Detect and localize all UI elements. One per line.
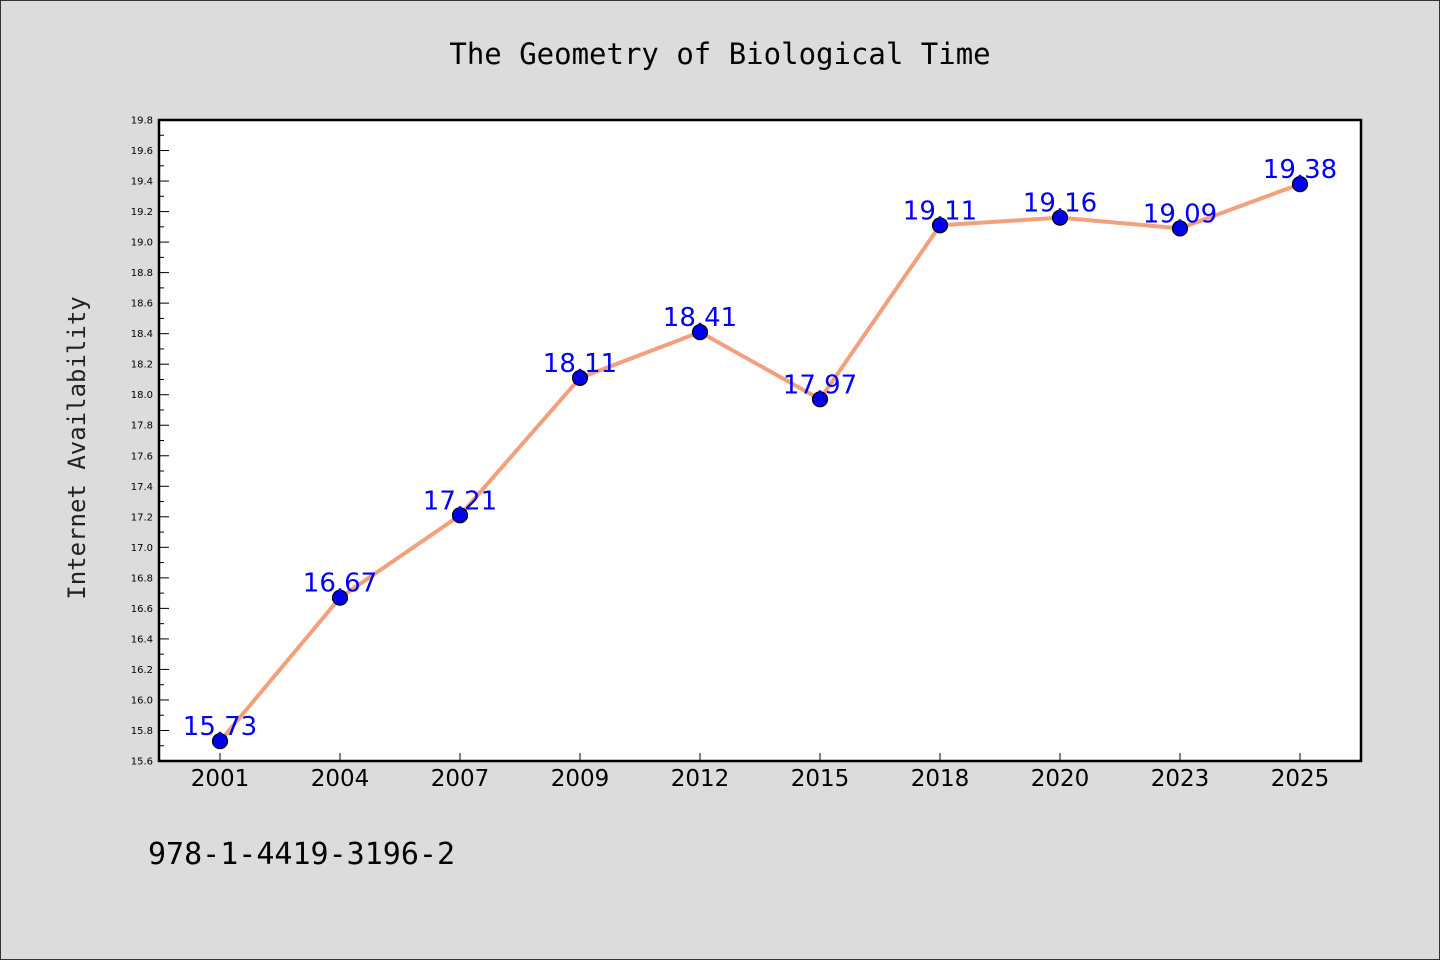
x-axis-ticks: 2001 2004 2007 2009 2012 2015 2018 2020 2023 2025	[191, 753, 1330, 792]
x-tick-label: 2023	[1151, 766, 1210, 792]
y-tick-label: 16.6	[131, 604, 153, 615]
series-line	[218, 182, 1301, 743]
data-label: 18.41	[663, 303, 737, 333]
y-tick-label: 18.0	[131, 390, 153, 401]
y-tick-label: 16.0	[131, 695, 153, 706]
y-tick-label: 19.2	[131, 207, 153, 218]
data-label: 16.67	[303, 569, 377, 599]
data-label: 19.11	[903, 196, 977, 226]
x-tick-label: 2012	[671, 766, 730, 792]
y-tick-label: 19.8	[131, 116, 153, 127]
footer-isbn: 978-1-4419-3196-2	[148, 837, 455, 872]
x-tick-label: 2025	[1271, 766, 1330, 792]
data-point	[1051, 209, 1069, 226]
data-point	[691, 324, 709, 341]
y-tick-label: 19.4	[131, 177, 153, 188]
y-tick-label: 18.8	[131, 268, 153, 279]
x-tick-label: 2020	[1031, 766, 1090, 792]
data-point	[1171, 220, 1189, 237]
y-tick-label: 17.0	[131, 543, 153, 554]
data-label: 17.97	[783, 370, 857, 400]
data-label: 15.73	[183, 712, 257, 742]
y-tick-label: 17.8	[131, 421, 153, 432]
y-tick-label: 17.2	[131, 512, 153, 523]
data-point	[211, 733, 229, 750]
data-label: 18.11	[543, 349, 617, 379]
y-tick-label: 19.6	[131, 146, 153, 157]
data-labels: 15.73 16.67 17.21 18.11 18.41 17.97 19.11 19.16…	[183, 155, 1337, 742]
chart-title: The Geometry of Biological Time	[449, 37, 990, 71]
x-tick-label: 2015	[791, 766, 850, 792]
data-point	[571, 369, 589, 387]
data-label: 19.09	[1143, 199, 1217, 229]
x-tick-label: 2007	[431, 766, 490, 792]
y-tick-label: 17.4	[131, 482, 153, 493]
data-label: 19.38	[1263, 155, 1337, 185]
y-axis-ticks: 15.6 15.8 16.0 16.2 16.4 16.6 16.8 17.0 17.2 17.4…	[131, 116, 169, 768]
y-tick-label: 16.2	[131, 665, 153, 676]
y-tick-label: 15.6	[131, 757, 153, 768]
y-tick-label: 15.8	[131, 726, 153, 737]
series-markers	[211, 176, 1309, 750]
y-tick-label: 16.4	[131, 634, 153, 645]
y-tick-label: 17.6	[131, 451, 153, 462]
data-label: 19.16	[1023, 189, 1097, 219]
data-point	[451, 507, 469, 524]
y-tick-label: 19.0	[131, 238, 153, 249]
x-tick-label: 2004	[311, 766, 370, 792]
data-point	[1291, 176, 1309, 193]
y-axis-label: Internet Availability	[63, 296, 91, 599]
data-point	[331, 589, 349, 606]
data-point	[811, 391, 829, 408]
data-label: 17.21	[423, 486, 497, 516]
y-tick-label: 18.4	[131, 329, 153, 340]
data-point	[931, 217, 949, 234]
x-tick-label: 2018	[911, 766, 970, 792]
y-tick-label: 18.2	[131, 360, 153, 371]
y-tick-label: 16.8	[131, 573, 153, 584]
x-tick-label: 2009	[551, 766, 610, 792]
y-tick-label: 18.6	[131, 299, 153, 310]
x-tick-label: 2001	[191, 766, 250, 792]
